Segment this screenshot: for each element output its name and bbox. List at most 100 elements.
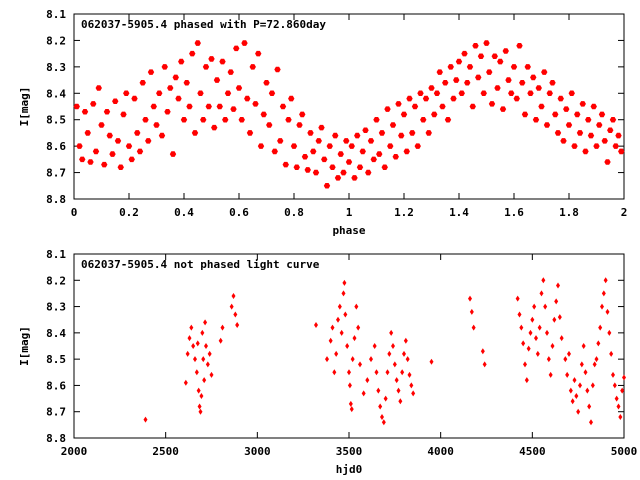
x-tick-label: 2000 [61, 445, 88, 458]
data-point [183, 79, 190, 86]
data-point [532, 116, 540, 123]
data-point [343, 311, 348, 318]
y-tick-label: 8.6 [46, 140, 66, 153]
data-point [200, 116, 207, 123]
data-point [296, 122, 303, 128]
data-point [299, 111, 306, 118]
data-point [568, 90, 575, 97]
data-point [347, 382, 352, 389]
data-point [546, 356, 551, 363]
data-point [596, 122, 603, 128]
data-point [376, 151, 383, 157]
data-point [601, 290, 606, 297]
data-point [114, 138, 122, 144]
data-point [186, 103, 193, 110]
data-point [505, 77, 512, 83]
data-point [521, 340, 526, 347]
data-point [169, 151, 177, 157]
data-point [480, 348, 485, 355]
data-point [362, 127, 369, 134]
y-tick-label: 8.4 [46, 87, 66, 100]
data-point [422, 95, 430, 102]
data-point [583, 369, 588, 376]
data-point [90, 101, 97, 107]
data-point [444, 116, 452, 123]
data-point [604, 159, 611, 165]
data-point [499, 106, 507, 112]
x-tick-label: 1.2 [394, 206, 414, 219]
data-point [378, 130, 386, 136]
data-point [378, 403, 383, 410]
data-point [585, 387, 590, 394]
data-point [246, 130, 254, 136]
data-point [461, 50, 468, 57]
data-point [579, 101, 586, 107]
data-point [469, 103, 476, 110]
data-point [339, 329, 344, 336]
data-point [330, 324, 335, 331]
data-point [260, 111, 267, 118]
data-point [337, 303, 342, 310]
data-point [510, 64, 518, 70]
y-tick-label: 8.5 [46, 353, 66, 366]
data-point [274, 66, 281, 73]
data-point [318, 124, 325, 131]
data-point [559, 335, 564, 342]
data-point [543, 122, 551, 128]
data-point [332, 369, 337, 376]
data-point [442, 79, 449, 86]
data-point [304, 167, 311, 173]
data-point [231, 293, 236, 300]
data-point [156, 90, 163, 97]
data-point [356, 164, 364, 171]
data-point [178, 58, 185, 65]
data-point [546, 90, 553, 97]
data-point [172, 74, 179, 81]
data-point [494, 85, 501, 91]
data-point [491, 53, 498, 60]
data-point [554, 130, 562, 136]
data-point [345, 343, 350, 349]
data-point [310, 148, 317, 155]
data-point [616, 403, 621, 410]
data-point [207, 350, 212, 357]
data-point [224, 90, 232, 97]
data-point [439, 103, 446, 110]
data-point [95, 85, 102, 91]
data-point [453, 77, 460, 83]
data-point [468, 295, 472, 302]
data-point [550, 343, 555, 349]
data-point [571, 143, 578, 149]
data-point [189, 50, 196, 57]
data-point [125, 143, 133, 149]
data-point [189, 324, 194, 331]
data-point [233, 45, 240, 52]
data-point [600, 303, 604, 310]
data-point [112, 98, 119, 104]
data-point [343, 138, 350, 144]
data-point [128, 156, 135, 163]
data-point [288, 95, 295, 102]
data-point [539, 290, 544, 297]
chart-title: 062037-5905.4 phased with P=72.860day [81, 18, 326, 31]
data-point [576, 408, 581, 415]
data-point [519, 79, 526, 86]
data-point [321, 156, 328, 163]
data-point [222, 116, 229, 123]
data-point [603, 277, 608, 284]
data-point [167, 85, 174, 91]
data-point [469, 308, 474, 315]
data-point [411, 390, 416, 397]
data-point [352, 335, 357, 342]
data-point [271, 148, 278, 155]
data-point [385, 369, 390, 376]
data-point [153, 122, 160, 128]
data-point [389, 329, 394, 336]
data-point [120, 111, 127, 118]
data-point [436, 69, 443, 75]
data-point [537, 324, 542, 331]
y-tick-label: 8.4 [46, 327, 66, 340]
data-point [211, 124, 218, 131]
data-point [585, 116, 592, 123]
data-point [332, 132, 339, 139]
